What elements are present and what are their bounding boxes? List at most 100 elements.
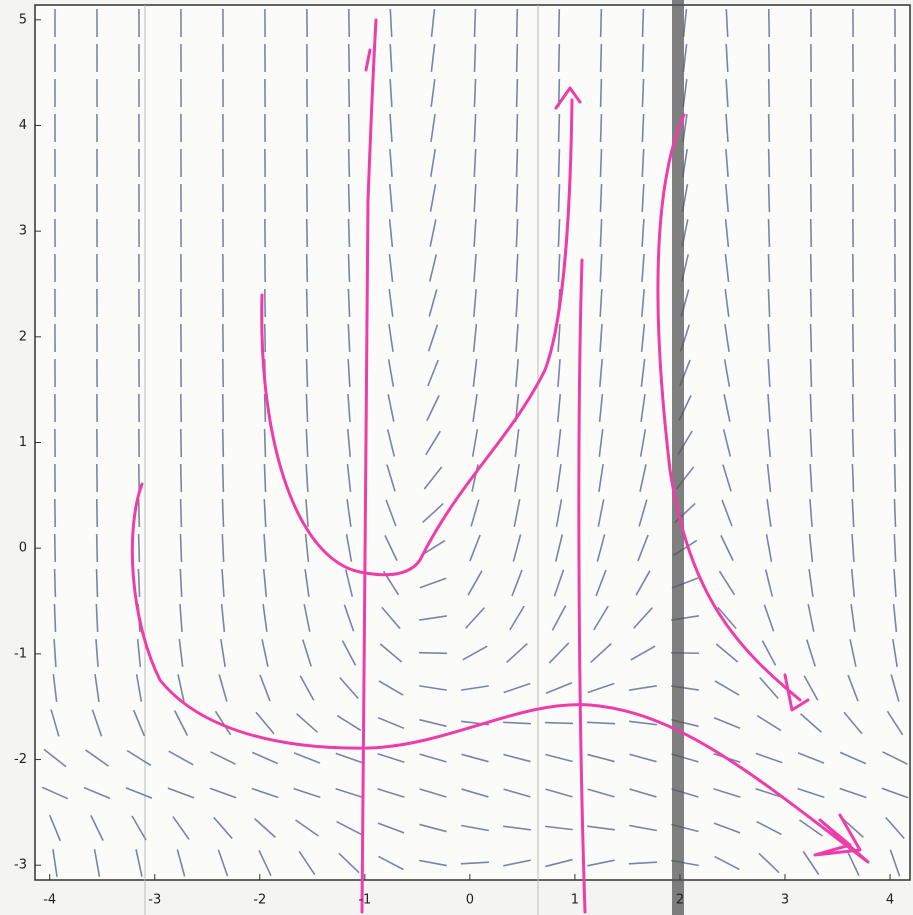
slope-segment	[377, 753, 405, 763]
slope-segment	[809, 358, 813, 388]
slope-segment	[717, 606, 737, 630]
slope-segment	[430, 8, 436, 38]
slope-segment	[720, 535, 734, 561]
slope-segment	[641, 8, 645, 38]
slope-segment	[50, 709, 60, 737]
slope-segment	[809, 288, 813, 318]
slope-segment	[305, 393, 309, 423]
x-tick-label: 1	[571, 893, 579, 908]
slope-segment	[95, 638, 99, 668]
slope-segment	[167, 787, 195, 799]
slope-segment	[338, 852, 360, 874]
slope-segment	[725, 8, 729, 38]
slope-segment	[263, 323, 267, 353]
slope-segment	[135, 674, 143, 702]
slope-segment	[462, 645, 488, 661]
slope-segment	[473, 288, 477, 318]
slope-segment	[427, 359, 439, 387]
slope-segment	[846, 849, 860, 877]
slope-segment	[341, 640, 357, 666]
slope-segment	[893, 568, 897, 598]
slope-segment	[378, 680, 404, 696]
slope-segment	[473, 8, 477, 38]
slope-segment	[713, 716, 741, 730]
slope-segment	[851, 428, 855, 458]
slope-segment	[473, 218, 477, 248]
slope-segment	[255, 711, 275, 735]
slope-segment	[637, 534, 649, 562]
slope-segment	[389, 113, 393, 143]
slope-segment	[430, 114, 436, 142]
slope-segment	[809, 253, 813, 283]
slope-segment	[221, 428, 225, 458]
slope-segment	[472, 323, 478, 353]
slope-segment	[135, 849, 143, 877]
slope-segment	[890, 674, 900, 702]
slope-segment	[179, 498, 183, 528]
slope-segment	[503, 682, 531, 694]
slope-segment	[885, 816, 905, 840]
slope-segment	[595, 569, 607, 597]
slope-segment	[724, 218, 730, 248]
slope-segment	[293, 787, 321, 799]
y-tick-label: 0	[19, 541, 27, 556]
slope-segment	[544, 721, 574, 725]
slope-segment	[599, 218, 603, 248]
slope-segment	[722, 464, 732, 492]
slope-segment	[555, 499, 563, 527]
slope-segment	[598, 464, 604, 492]
slope-segment	[767, 183, 771, 213]
slope-segment	[849, 639, 857, 667]
slope-segment	[335, 788, 363, 798]
slope-segment	[95, 533, 99, 563]
slope-segment	[767, 253, 771, 283]
slope-segment	[808, 533, 814, 563]
slope-segment	[179, 533, 183, 563]
slope-segment	[52, 849, 58, 877]
slope-segment	[126, 749, 152, 767]
slope-segment	[263, 428, 267, 458]
slope-segment	[429, 219, 437, 247]
slope-segment	[473, 113, 477, 143]
slope-segment	[419, 753, 447, 763]
slope-segment	[629, 788, 657, 798]
axes: -4 -3 -2 -1 0 1 2 3 4 -3 -2 -1 0 1 2 3 4 5	[14, 12, 894, 907]
slope-segment	[470, 499, 480, 527]
slope-segment	[377, 788, 405, 798]
slope-segment	[889, 849, 901, 877]
slope-segment	[305, 288, 309, 318]
slope-segment	[419, 615, 447, 621]
y-tick-label: 3	[19, 224, 27, 239]
slope-segment	[629, 685, 657, 691]
slope-segment	[502, 721, 532, 725]
slope-segment	[515, 358, 519, 388]
slope-segment	[635, 570, 651, 596]
solution-curve	[130, 482, 870, 864]
slope-segment	[596, 534, 606, 562]
slope-segment	[388, 218, 394, 248]
x-tick-label: 2	[676, 893, 684, 908]
slope-segment	[839, 751, 867, 765]
slope-segment	[430, 79, 436, 107]
slope-segment	[545, 753, 573, 763]
y-tick-label: -3	[14, 858, 27, 873]
slope-segment	[514, 464, 520, 492]
slope-segment	[511, 569, 523, 597]
slope-segment	[682, 8, 688, 38]
slope-segment	[641, 43, 645, 73]
slope-segment	[513, 499, 521, 527]
slope-segment	[221, 498, 225, 528]
slope-segment	[336, 714, 362, 732]
slope-segment	[839, 787, 867, 799]
slope-segment	[766, 428, 772, 458]
slope-segment	[347, 113, 351, 143]
slope-segment	[213, 816, 233, 840]
slope-segment	[515, 218, 519, 248]
slope-segment	[251, 751, 279, 765]
slope-segment	[509, 605, 525, 631]
slope-segment	[850, 604, 856, 632]
slope-segment	[641, 183, 645, 213]
paper-fold	[672, 0, 684, 915]
slope-segment	[473, 183, 477, 213]
slope-segment	[428, 289, 438, 317]
